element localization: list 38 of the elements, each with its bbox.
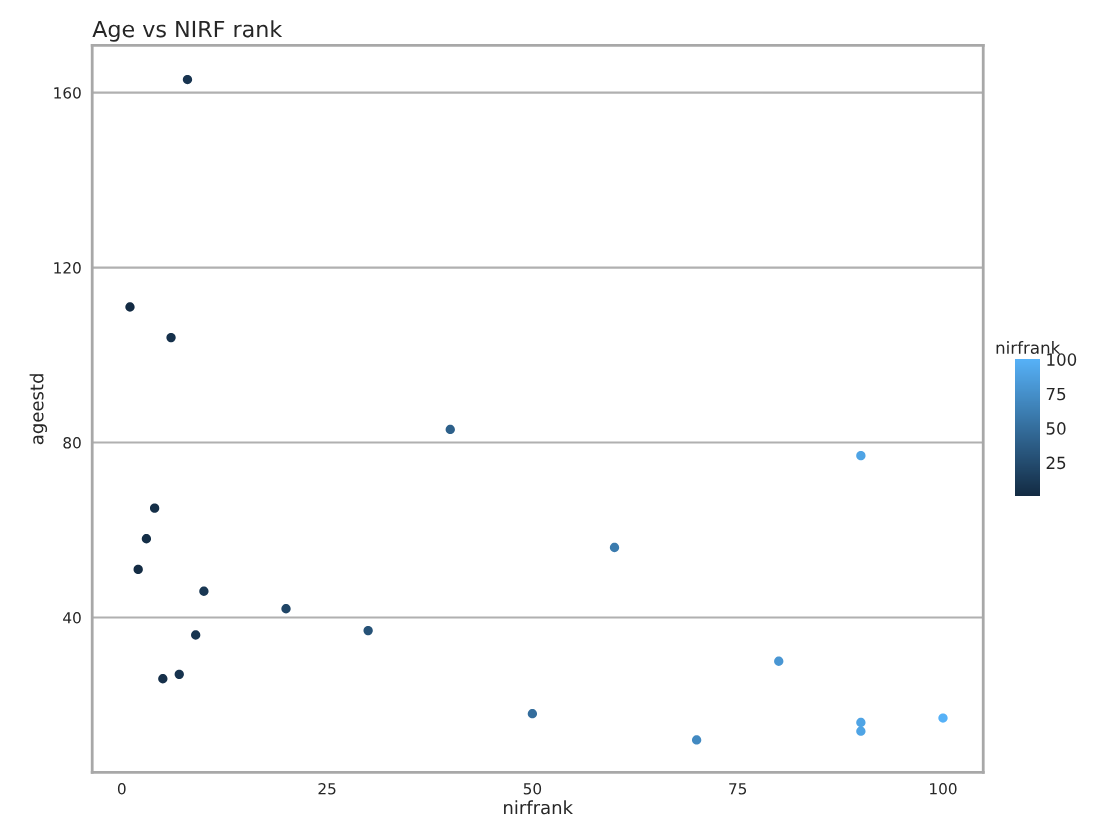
point [158,674,168,684]
point [133,564,143,575]
color-bar-label: 50 [1046,422,1066,435]
x-tick-label: 75 [729,783,747,795]
point [856,717,866,728]
x-tick-label: 50 [523,783,542,795]
chart-title: Age vs NIRF rank [92,20,283,42]
point [691,735,702,745]
point [166,332,176,343]
point [856,726,866,736]
x-tick-label: 0 [117,783,126,795]
point [774,656,784,666]
point [363,625,373,636]
point [199,586,209,596]
x-tick-label: 100 [930,783,957,795]
point [191,630,201,640]
color-bar-label: 75 [1046,387,1066,401]
y-tick-label: 80 [63,437,81,449]
point [182,74,193,85]
point [281,604,291,614]
y-axis-title: ageestd [29,374,48,445]
point [938,713,948,723]
x-axis-title: nirfrank [504,800,573,815]
color-bar-label: 100 [1047,353,1077,366]
x-tick-label: 25 [318,783,336,795]
y-tick-label: 160 [54,87,81,99]
point [445,424,455,435]
y-tick-label: 120 [54,262,81,274]
color-bar-title: nirfrank [996,341,1061,354]
point [174,669,184,679]
point [527,709,538,719]
point [125,302,135,312]
color-bar-label: 25 [1046,456,1066,470]
point [141,534,152,544]
point [609,542,620,553]
point [856,451,866,461]
point [149,503,160,513]
y-tick-label: 40 [63,611,81,624]
